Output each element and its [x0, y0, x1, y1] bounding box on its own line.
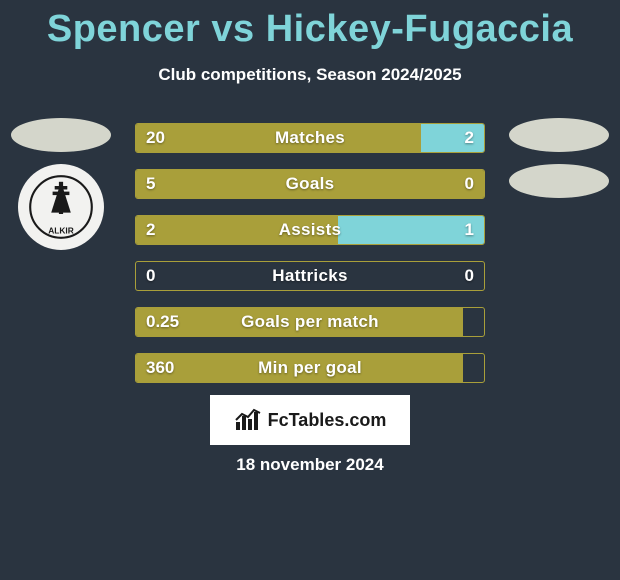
page-title: Spencer vs Hickey-Fugaccia	[0, 0, 620, 51]
source-logo: FcTables.com	[210, 395, 410, 445]
chart-icon	[234, 408, 262, 432]
logo-text: FcTables.com	[268, 410, 387, 431]
bar-row-assists: 2 Assists 1	[135, 215, 485, 245]
team-oval-badge	[509, 164, 609, 198]
svg-text:ALKIR: ALKIR	[48, 226, 74, 236]
bar-right-value: 0	[465, 174, 474, 194]
bar-row-mpg: 360 Min per goal	[135, 353, 485, 383]
bar-row-gpm: 0.25 Goals per match	[135, 307, 485, 337]
bar-row-hattricks: 0 Hattricks 0	[135, 261, 485, 291]
bar-right-value: 2	[465, 128, 474, 148]
club-crest-icon: ALKIR	[26, 172, 96, 242]
bar-right-value: 1	[465, 220, 474, 240]
bar-label: Matches	[136, 128, 484, 148]
left-badge-column: ALKIR	[6, 118, 116, 250]
team-oval-badge	[509, 118, 609, 152]
bar-right-value: 0	[465, 266, 474, 286]
bar-row-matches: 20 Matches 2	[135, 123, 485, 153]
bar-label: Goals	[136, 174, 484, 194]
comparison-bars: 20 Matches 2 5 Goals 0 2 Assists 1 0 Hat…	[135, 123, 485, 383]
subtitle: Club competitions, Season 2024/2025	[0, 65, 620, 85]
team-oval-badge	[11, 118, 111, 152]
bar-label: Goals per match	[136, 312, 484, 332]
club-badge: ALKIR	[18, 164, 104, 250]
bar-label: Hattricks	[136, 266, 484, 286]
bar-label: Assists	[136, 220, 484, 240]
date-text: 18 november 2024	[0, 455, 620, 475]
bar-row-goals: 5 Goals 0	[135, 169, 485, 199]
right-badge-column	[504, 118, 614, 198]
bar-label: Min per goal	[136, 358, 484, 378]
